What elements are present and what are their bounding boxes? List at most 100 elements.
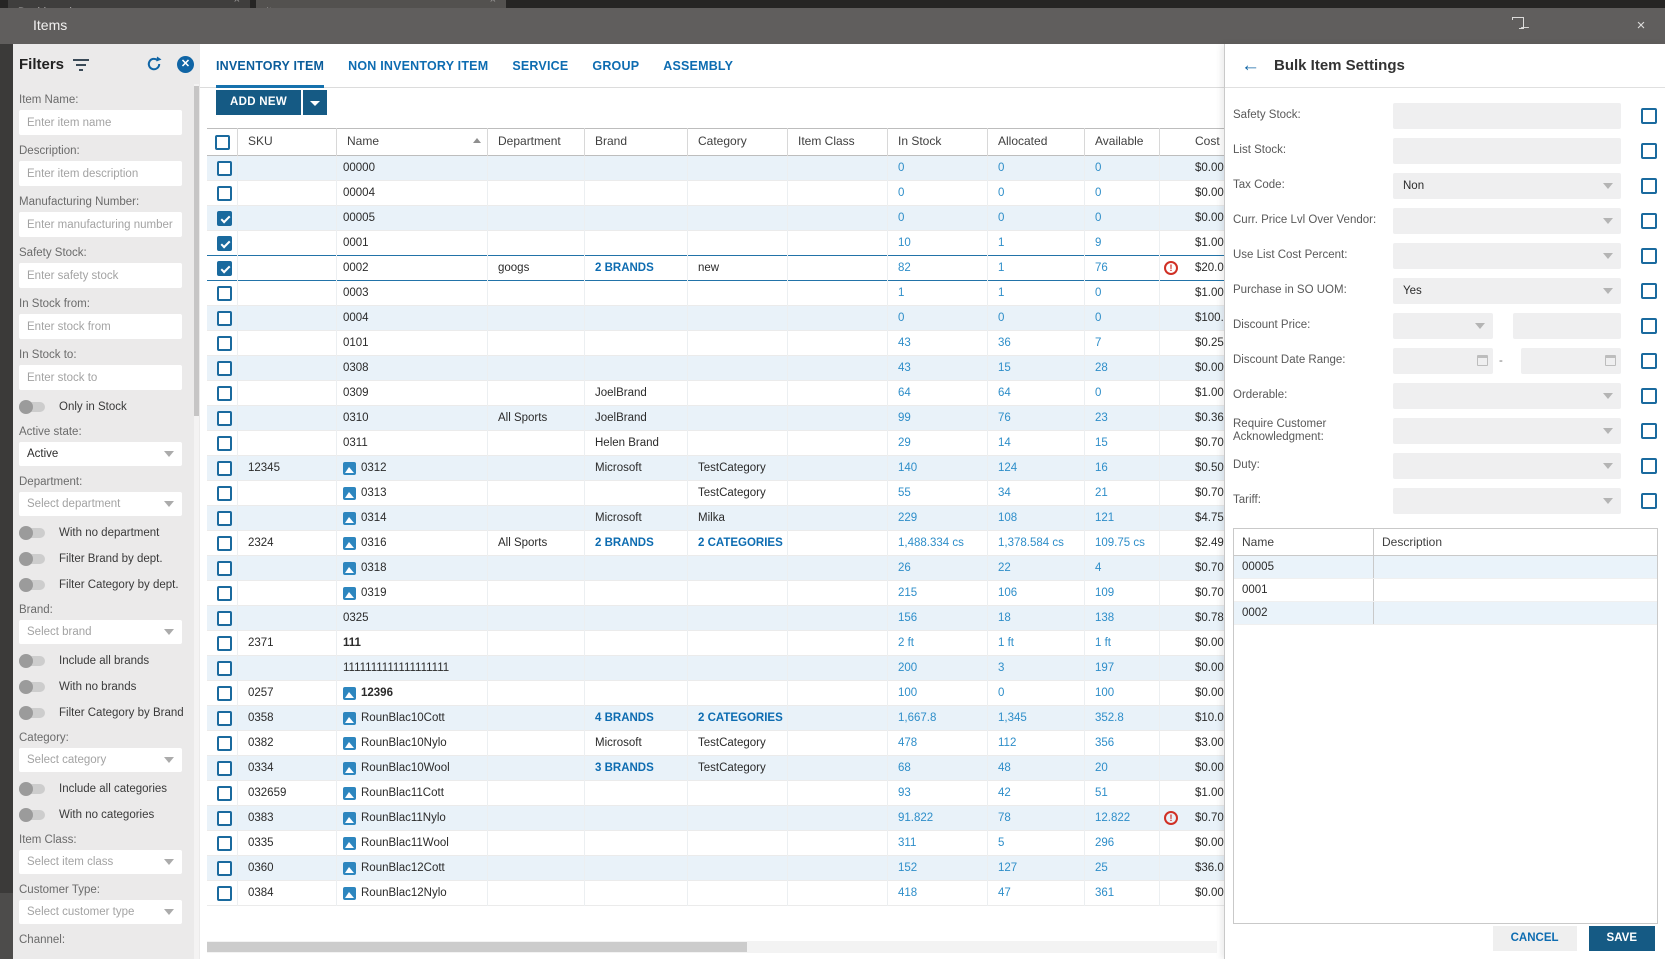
cell-brand[interactable]: 2 BRANDS xyxy=(585,530,688,556)
save-button[interactable]: SAVE xyxy=(1588,926,1655,951)
tab-close-icon[interactable]: × xyxy=(489,0,496,6)
row-checkbox[interactable] xyxy=(217,160,232,176)
apply-field-checkbox[interactable] xyxy=(1641,317,1657,334)
panel-select[interactable] xyxy=(1393,452,1621,479)
tab-inventory-item[interactable]: INVENTORY ITEM xyxy=(216,44,325,88)
panel-select[interactable] xyxy=(1393,312,1493,339)
selected-item-row[interactable]: 0001 xyxy=(1234,579,1657,602)
column-header-available[interactable]: Available xyxy=(1085,128,1160,156)
row-checkbox[interactable] xyxy=(217,635,232,651)
select-all-checkbox[interactable] xyxy=(215,134,230,150)
tab-assembly[interactable]: ASSEMBLY xyxy=(663,58,734,73)
row-checkbox[interactable] xyxy=(217,860,232,876)
table-row[interactable]: 12345 0312 Microsoft TestCategory 140 124 16 $0… xyxy=(207,455,1224,481)
panel-select[interactable] xyxy=(1393,207,1621,234)
toggle-switch[interactable] xyxy=(19,526,45,540)
add-new-button[interactable]: ADD NEW xyxy=(216,90,302,115)
cell-brand[interactable]: 2 BRANDS xyxy=(585,255,688,281)
toggle-switch[interactable] xyxy=(19,400,45,414)
back-arrow-icon[interactable]: ← xyxy=(1241,55,1260,76)
cell-category[interactable]: 2 CATEGORIES xyxy=(688,530,788,556)
apply-field-checkbox[interactable] xyxy=(1641,492,1657,509)
apply-field-checkbox[interactable] xyxy=(1641,247,1657,264)
date-to-input[interactable] xyxy=(1521,347,1621,374)
row-checkbox[interactable] xyxy=(217,660,232,676)
table-row[interactable]: 1111111111111111111 200 3 197 $0.00 xyxy=(207,655,1224,681)
row-checkbox[interactable] xyxy=(217,835,232,851)
table-row[interactable]: 0309 JoelBrand 64 64 0 $1.00 xyxy=(207,380,1224,406)
table-row[interactable]: 0319 215 106 109 $0.70 xyxy=(207,580,1224,606)
column-header-name[interactable]: Name xyxy=(337,128,488,156)
row-checkbox[interactable] xyxy=(217,610,232,626)
filter-text-input[interactable] xyxy=(19,263,182,288)
row-checkbox[interactable] xyxy=(217,410,232,426)
filter-text-input[interactable] xyxy=(19,212,182,237)
column-header-cost[interactable]: Cost xyxy=(1185,128,1224,156)
table-row[interactable]: 00004 0 0 0 $0.00 xyxy=(207,180,1224,206)
column-header-in-stock[interactable]: In Stock xyxy=(888,128,988,156)
table-row[interactable]: 0311 Helen Brand 29 14 15 $0.70 xyxy=(207,430,1224,456)
filter-text-input[interactable] xyxy=(19,314,182,339)
row-checkbox[interactable] xyxy=(217,510,232,526)
row-checkbox[interactable] xyxy=(217,885,232,901)
apply-field-checkbox[interactable] xyxy=(1641,387,1657,404)
filter-select[interactable]: Active xyxy=(19,442,182,466)
row-checkbox[interactable] xyxy=(217,535,232,551)
row-checkbox[interactable] xyxy=(217,385,232,401)
apply-field-checkbox[interactable] xyxy=(1641,422,1657,439)
selected-item-row[interactable]: 00005 xyxy=(1234,556,1657,579)
table-row[interactable]: 0257 12396 100 0 100 $0.00 xyxy=(207,680,1224,706)
table-row[interactable]: 0001 10 1 9 $1.00 xyxy=(207,230,1224,256)
app-tab-items[interactable]: Items × xyxy=(256,0,506,8)
filter-select[interactable]: Select brand xyxy=(19,620,182,644)
table-row[interactable]: 0383 RounBlac11Nylo 91.822 78 12.822! $0.70 xyxy=(207,805,1224,831)
row-checkbox[interactable] xyxy=(217,785,232,801)
table-row[interactable]: 0002 googs 2 BRANDS new 82 1 76! $20.0 xyxy=(207,255,1224,281)
table-row[interactable]: 0314 Microsoft Milka 229 108 121 $4.75 xyxy=(207,505,1224,531)
filters-scrollbar-thumb[interactable] xyxy=(194,86,199,416)
restore-button[interactable] xyxy=(1509,8,1577,44)
tab-group[interactable]: GROUP xyxy=(592,58,640,73)
row-checkbox[interactable] xyxy=(217,560,232,576)
app-tab-dashboard[interactable]: Dashboard × xyxy=(8,0,250,8)
row-checkbox[interactable] xyxy=(217,735,232,751)
filter-text-input[interactable] xyxy=(19,110,182,135)
toggle-switch[interactable] xyxy=(19,552,45,566)
row-checkbox[interactable] xyxy=(217,485,232,501)
column-header-category[interactable]: Category xyxy=(688,128,788,156)
toggle-switch[interactable] xyxy=(19,680,45,694)
toggle-switch[interactable] xyxy=(19,782,45,796)
toggle-switch[interactable] xyxy=(19,706,45,720)
apply-field-checkbox[interactable] xyxy=(1641,177,1657,194)
row-checkbox[interactable] xyxy=(217,810,232,826)
table-row[interactable]: 0308 43 15 28 $0.00 xyxy=(207,355,1224,381)
toggle-switch[interactable] xyxy=(19,578,45,592)
table-row[interactable]: 0334 RounBlac10Wool 3 BRANDS TestCategory 68… xyxy=(207,755,1224,781)
row-checkbox[interactable] xyxy=(217,760,232,776)
panel-select[interactable]: Yes xyxy=(1393,277,1621,304)
apply-field-checkbox[interactable] xyxy=(1641,282,1657,299)
row-checkbox[interactable] xyxy=(217,685,232,701)
toggle-switch[interactable] xyxy=(19,654,45,668)
table-row[interactable]: 0318 26 22 4 $0.70 xyxy=(207,555,1224,581)
row-checkbox[interactable] xyxy=(217,185,232,201)
column-header-brand[interactable]: Brand xyxy=(585,128,688,156)
filter-select[interactable]: Select customer type xyxy=(19,900,182,924)
table-row[interactable]: 0335 RounBlac11Wool 311 5 296 $0.00 xyxy=(207,830,1224,856)
filter-select[interactable]: Select category xyxy=(19,748,182,772)
filter-text-input[interactable] xyxy=(19,161,182,186)
table-row[interactable]: 2324 0316 All Sports 2 BRANDS 2 CATEGORIES 1,… xyxy=(207,530,1224,556)
minimize-button[interactable]: – xyxy=(1521,18,1529,34)
tab-close-icon[interactable]: × xyxy=(233,0,240,6)
column-header-item-class[interactable]: Item Class xyxy=(788,128,888,156)
close-button[interactable]: × xyxy=(1636,17,1646,34)
add-new-dropdown-button[interactable] xyxy=(303,90,328,115)
tab-service[interactable]: SERVICE xyxy=(512,58,569,73)
table-row[interactable]: 0384 RounBlac12Nylo 418 47 361 $0.00 xyxy=(207,880,1224,906)
tab-non-inventory-item[interactable]: NON INVENTORY ITEM xyxy=(348,58,489,73)
apply-field-checkbox[interactable] xyxy=(1641,352,1657,369)
panel-text-input[interactable] xyxy=(1393,102,1621,129)
panel-select[interactable] xyxy=(1393,382,1621,409)
selected-item-row[interactable]: 0002 xyxy=(1234,602,1657,625)
grid-hscrollbar-thumb[interactable] xyxy=(207,942,747,952)
